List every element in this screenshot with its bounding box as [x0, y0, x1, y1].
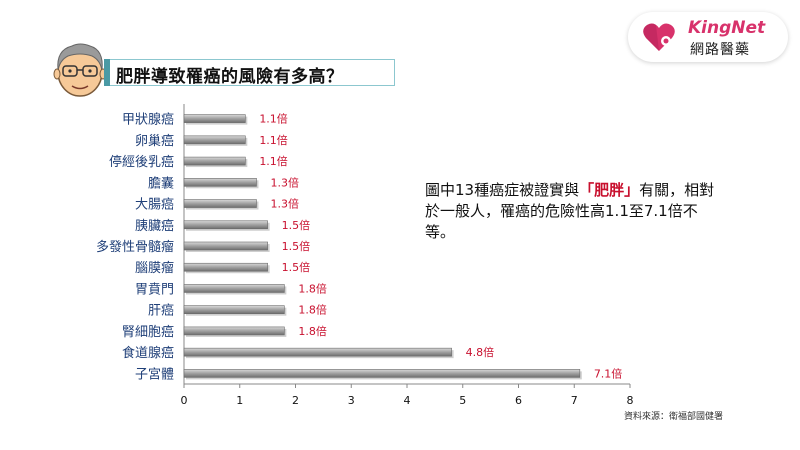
- logo-chinese-name: 網路醫藥: [690, 42, 750, 58]
- value-label: 1.8倍: [298, 303, 327, 317]
- value-label: 1.3倍: [270, 197, 299, 211]
- value-label: 1.3倍: [270, 175, 299, 189]
- x-tick-label: 7: [571, 394, 578, 407]
- category-label: 腎細胞癌: [122, 324, 174, 340]
- x-tick-label: 4: [404, 394, 411, 407]
- page-title: 肥胖導致罹癌的風險有多高？: [116, 67, 344, 87]
- value-label: 1.8倍: [298, 281, 327, 295]
- category-label: 停經後乳癌: [109, 154, 174, 170]
- category-label: 肝癌: [148, 303, 174, 319]
- category-label: 甲狀腺癌: [122, 112, 174, 128]
- value-label: 7.1倍: [594, 366, 623, 380]
- value-label: 4.8倍: [466, 345, 495, 359]
- category-label: 大腸癌: [135, 197, 174, 213]
- heart-logo-icon: [643, 23, 675, 51]
- source-credit: 資料來源：衛福部國健署: [624, 412, 724, 422]
- kingnet-logo: KingNet 網路醫藥: [628, 12, 788, 62]
- bar: [183, 178, 257, 187]
- x-tick-label: 6: [515, 394, 522, 407]
- bar: [183, 156, 246, 166]
- category-label: 胰臟癌: [135, 218, 174, 234]
- bar: [183, 262, 268, 272]
- x-tick-label: 0: [181, 394, 188, 407]
- value-label: 1.5倍: [282, 260, 311, 274]
- value-label: 1.1倍: [259, 133, 288, 147]
- x-tick-label: 3: [348, 394, 355, 407]
- bar: [183, 305, 285, 314]
- note-highlight: 「肥胖」: [579, 181, 640, 199]
- chart-note: 圖中13種癌症被證實與「肥胖」有關，相對於一般人，罹癌的危險性高1.1至7.1倍…: [425, 180, 725, 243]
- title-accent-bar: [104, 59, 110, 86]
- x-tick-label: 2: [292, 394, 299, 407]
- value-label: 1.8倍: [298, 324, 327, 338]
- bar: [183, 114, 246, 123]
- category-label: 腦膜瘤: [135, 260, 174, 276]
- x-tick-label: 8: [627, 394, 634, 407]
- x-tick-label: 1: [236, 394, 243, 407]
- category-label: 子宮體: [135, 366, 174, 382]
- bar: [183, 199, 257, 208]
- category-label: 膽囊: [148, 175, 174, 191]
- value-label: 1.1倍: [259, 154, 288, 168]
- note-text-post: 有關，相對於一般人，罹癌的危險性高1.1至7.1倍不等。: [425, 181, 715, 241]
- category-label: 胃賁門: [135, 282, 174, 297]
- value-label: 1.5倍: [282, 218, 311, 232]
- category-label: 多發性骨髓瘤: [96, 239, 174, 255]
- bar: [183, 369, 581, 378]
- bar: [183, 347, 452, 357]
- bar: [183, 241, 268, 251]
- category-label: 食道腺癌: [122, 345, 174, 361]
- doctor-avatar-icon: [53, 43, 107, 97]
- value-label: 1.5倍: [282, 239, 311, 253]
- value-label: 1.1倍: [259, 112, 288, 126]
- bar: [183, 135, 246, 145]
- bar: [183, 284, 285, 293]
- x-tick-label: 5: [459, 394, 466, 407]
- note-text-pre: 圖中13種癌症被證實與: [425, 181, 580, 199]
- bar: [183, 326, 285, 336]
- logo-brand-text: KingNet: [688, 18, 766, 38]
- bar: [183, 220, 268, 230]
- category-label: 卵巢癌: [135, 133, 174, 149]
